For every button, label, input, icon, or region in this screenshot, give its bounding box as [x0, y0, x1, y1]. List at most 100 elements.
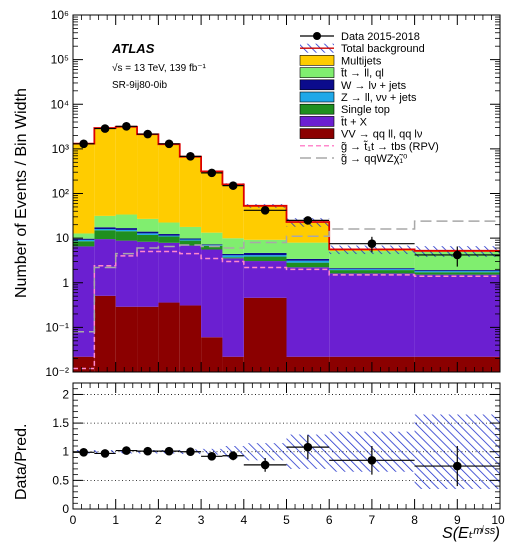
data-point-7 [228, 181, 238, 190]
ratio-x-tick-label-9: 9 [454, 513, 461, 527]
stack-bar-1-7 [222, 258, 244, 357]
legend-label-8: VV → qq ll, qq lν [341, 129, 423, 141]
stack-bar-6-7 [222, 184, 244, 239]
legend-label-6: Single top [341, 104, 390, 116]
stack-bar-2-3 [137, 234, 159, 242]
data-point-10 [367, 239, 377, 248]
main-y-tick-label-1: 10⁻¹ [45, 320, 69, 334]
ratio-y-axis-title: Data/Pred. [13, 424, 30, 500]
ratio-point-7 [228, 451, 238, 461]
stack-bar-6-3 [137, 134, 159, 219]
stack-bar-2-0 [73, 241, 95, 247]
stack-bar-1-4 [158, 242, 180, 303]
stack-bar-1-9 [286, 267, 330, 357]
stack-bar-5-3 [137, 218, 159, 232]
legend-swatch-8 [299, 128, 335, 139]
stack-bar-4-10 [329, 268, 415, 270]
ratio-point-1 [100, 449, 110, 458]
legend-swatch-4 [299, 79, 335, 91]
stack-bar-5-4 [158, 222, 180, 235]
stack-bar-4-6 [201, 244, 223, 246]
ratio-x-tick-label-4: 4 [240, 513, 247, 527]
ratio-y-tick-label-1: 0.5 [52, 473, 69, 487]
ratio-x-tick-label-2: 2 [155, 513, 162, 527]
stack-bar-6-5 [179, 156, 202, 227]
stack-bar-4-0 [73, 238, 95, 240]
main-y-tick-label-4: 10² [52, 187, 69, 201]
ratio-band-bin-6 [201, 448, 223, 455]
main-y-ticks: 10⁻² 10⁻¹ 1 10 10² 10³ 10⁴ 10⁵ 10⁶ [45, 8, 500, 379]
stack-bar-0-4 [158, 302, 180, 372]
stack-bar-2-1 [94, 230, 116, 240]
stack-bar-0-7 [222, 356, 244, 372]
data-point-9 [303, 216, 313, 225]
main-y-tick-label-3: 10 [56, 231, 70, 245]
ratio-point-11 [453, 461, 462, 471]
stack-bar-2-4 [158, 236, 180, 243]
ratio-x-tick-label-3: 3 [198, 513, 205, 527]
stack-bar-6-1 [94, 128, 116, 216]
stack-bar-5-5 [179, 226, 202, 239]
main-y-tick-label-5: 10³ [52, 142, 69, 156]
legend-swatch-7 [299, 116, 335, 127]
signal-curve-1 [73, 220, 500, 333]
stack-bar-4-8 [243, 252, 287, 256]
ratio-x-ticks: 0 1 2 3 4 5 6 7 8 9 10 [70, 383, 505, 527]
main-y-axis-title: Number of Events / Bin Width [13, 88, 30, 298]
main-y-tick-label-2: 1 [62, 276, 69, 290]
legend-label-0: Data 2015-2018 [341, 31, 420, 43]
stack-bar-0-2 [115, 306, 138, 372]
data-point-1 [100, 124, 110, 133]
ratio-point-2 [122, 446, 131, 455]
legend-label-9: g̃ → t̃₁t → tbs (RPV) [341, 140, 439, 153]
legend-data-marker [313, 32, 321, 40]
stack-bar-1-5 [179, 245, 202, 306]
ratio-point-3 [143, 446, 153, 456]
stack-bar-4-11 [414, 270, 500, 272]
legend-label-4: W → lν + jets [341, 80, 407, 92]
stack-bar-5-0 [73, 233, 95, 239]
stack-bar-6-2 [115, 126, 138, 215]
stack-bar-5-9 [286, 242, 330, 259]
data-point-11 [453, 250, 462, 260]
ratio-x-tick-label-6: 6 [326, 513, 333, 527]
signal-region-label: SR-9ij80-0ib [112, 80, 167, 91]
stack-bar-3-10 [329, 269, 415, 271]
ratio-y-ticks: 0 0.5 1 1.5 2 [52, 387, 500, 516]
data-points [73, 122, 500, 267]
legend-swatch-5 [299, 91, 335, 103]
stack-bar-1-2 [115, 240, 138, 307]
stack-bar-0-1 [94, 295, 116, 372]
stack-bar-2-7 [222, 257, 244, 259]
stack-bar-5-2 [115, 214, 138, 229]
stack-bar-1-10 [329, 273, 415, 357]
stack-bar-3-1 [94, 229, 116, 231]
total-background-line [73, 125, 500, 252]
stack-bar-0-6 [201, 337, 223, 372]
experiment-label: ATLAS [111, 41, 155, 56]
stack-bar-6-9 [286, 222, 330, 243]
stack-bar-2-6 [201, 245, 223, 250]
stack-bar-3-4 [158, 235, 180, 237]
legend-label-1: Total background [341, 43, 425, 55]
ratio-plot-area [73, 394, 500, 489]
signal-curve-0 [73, 250, 500, 370]
ratio-point-8 [260, 460, 270, 470]
ratio-band-bin-8 [243, 443, 287, 461]
stack-bar-3-11 [414, 271, 500, 273]
legend-label-10: g̃ → qqWZχ̃₁⁰ [341, 153, 408, 165]
stack-bar-3-6 [201, 245, 223, 246]
stack-bar-5-1 [94, 215, 116, 228]
legend-label-2: Multijets [341, 55, 382, 67]
stack-bar-0-3 [137, 306, 159, 372]
data-point-6 [207, 168, 217, 178]
data-point-0 [79, 139, 88, 149]
ratio-reference-lines [73, 394, 500, 481]
stack-bar-3-5 [179, 239, 202, 241]
legend-swatch-3 [299, 67, 335, 78]
stack-bar-4-2 [115, 228, 138, 230]
stack-bar-1-6 [201, 249, 223, 338]
ratio-x-tick-label-5: 5 [283, 513, 290, 527]
